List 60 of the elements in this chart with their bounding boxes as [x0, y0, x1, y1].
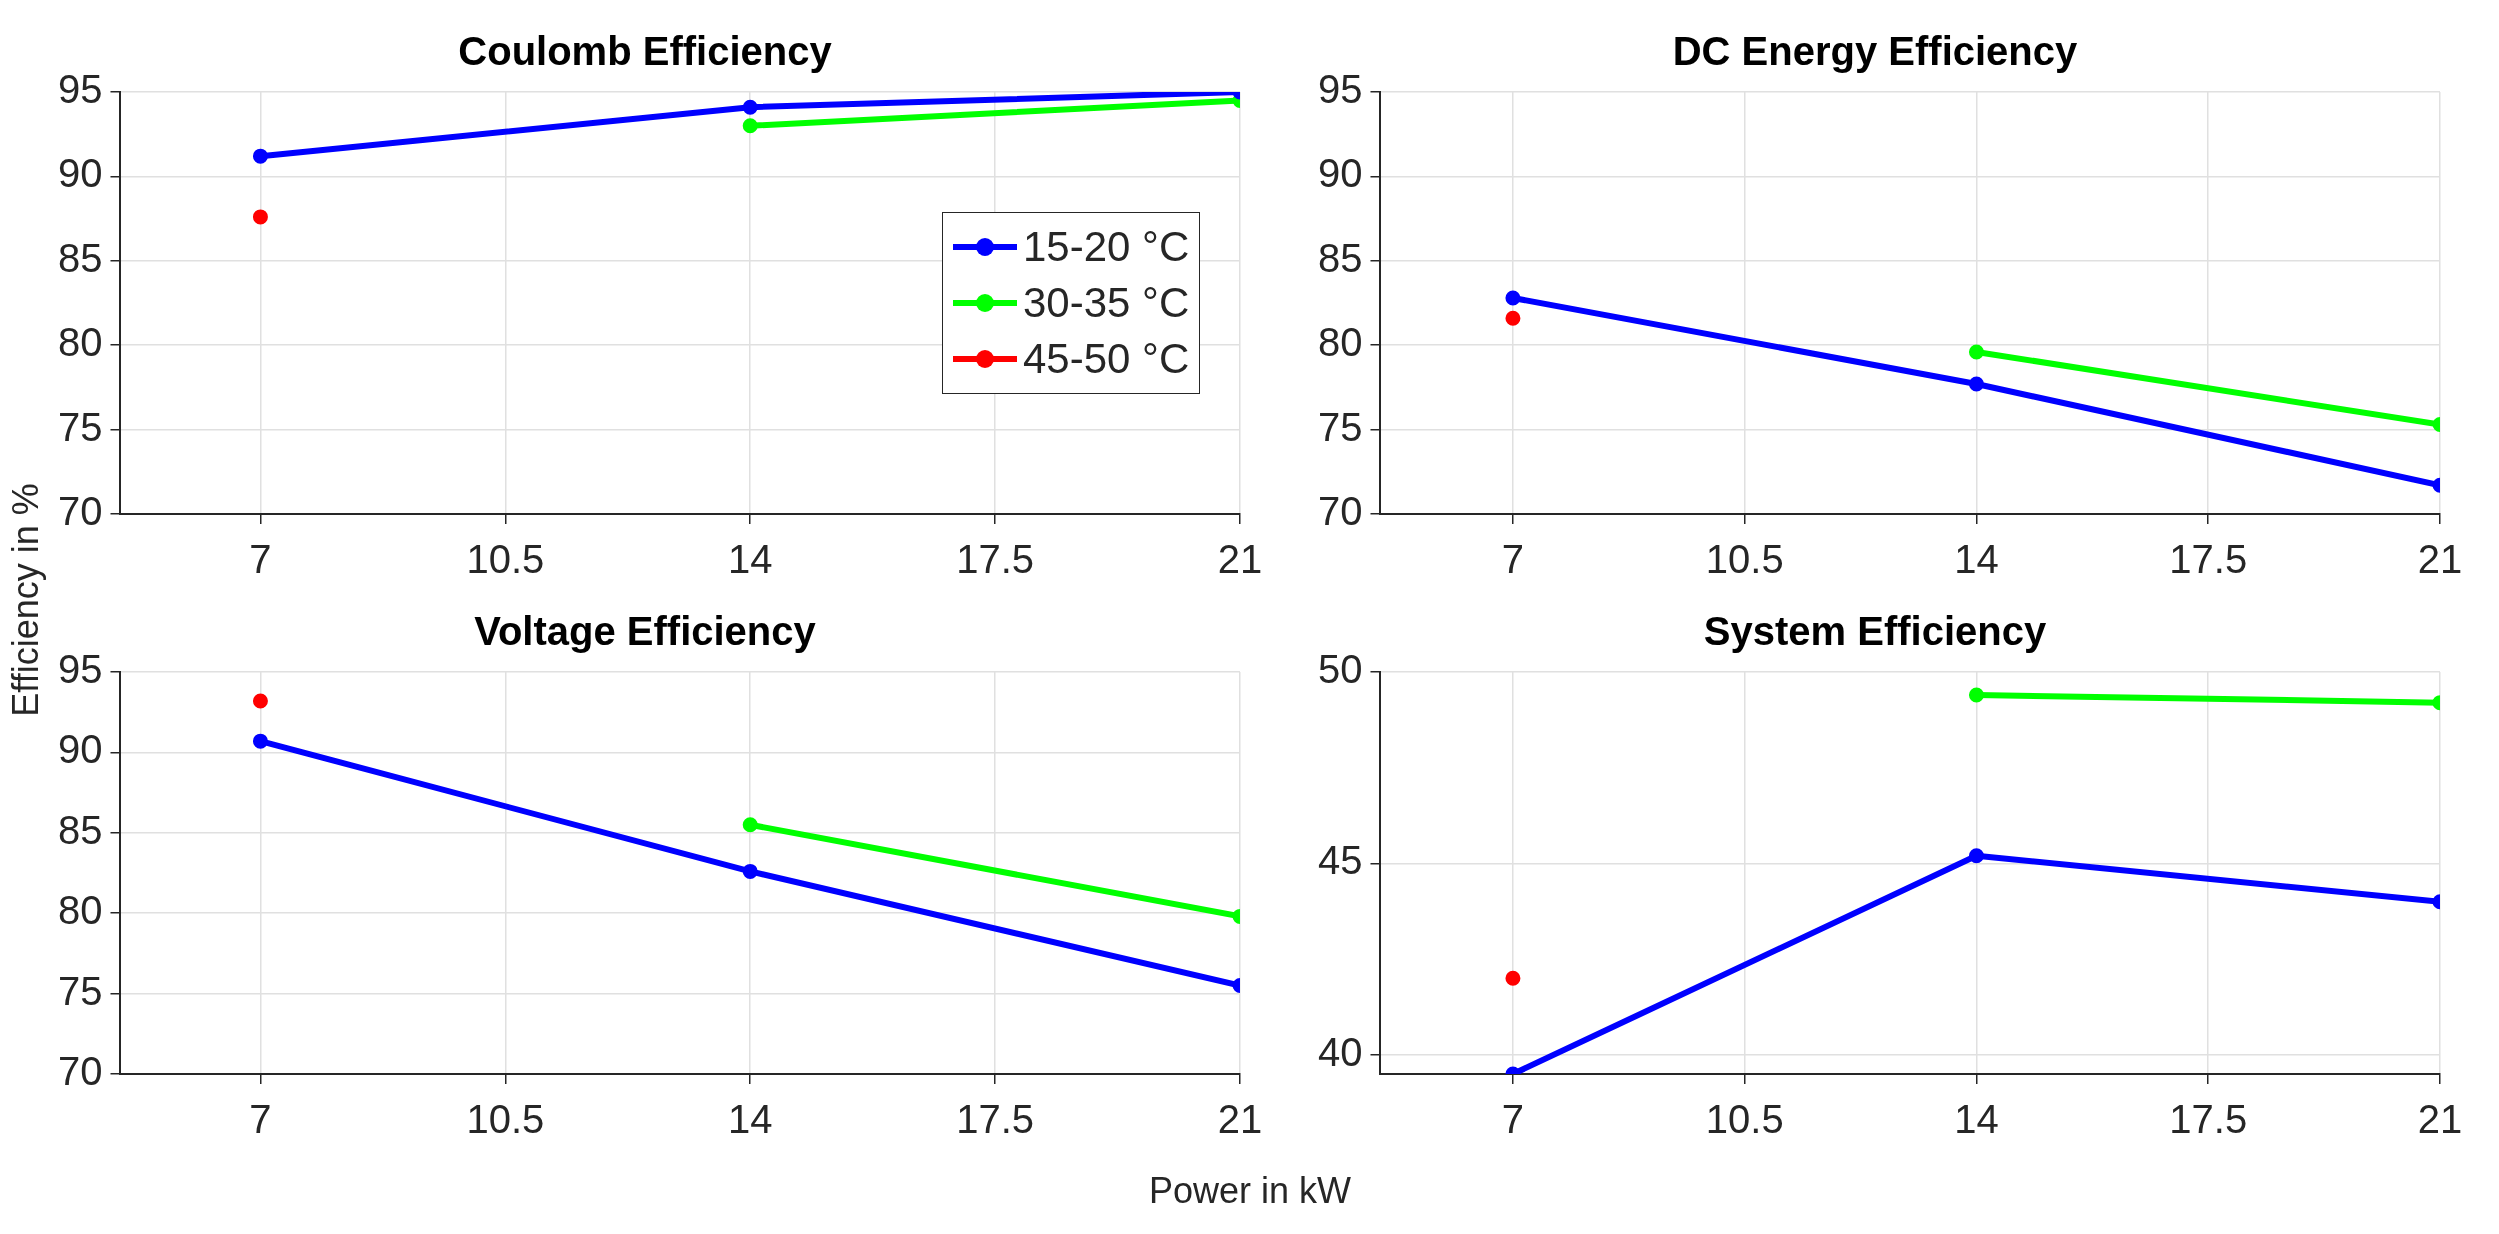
point: [252, 148, 268, 164]
y-tick-label: 75: [57, 968, 103, 1013]
y-tick-label: 50: [1317, 647, 1363, 692]
legend-label: 30-35 °C: [1023, 279, 1190, 327]
y-tick-label: 45: [1317, 838, 1363, 883]
point: [742, 863, 758, 879]
x-tick-label: 17.5: [956, 537, 1035, 582]
y-tick-label: 70: [57, 1049, 103, 1094]
x-tick-label: 14: [727, 537, 773, 582]
chart-title: Coulomb Efficiency: [458, 29, 833, 74]
x-tick-label: 17.5: [2169, 537, 2248, 582]
chart-title: System Efficiency: [1703, 609, 2047, 654]
x-tick-label: 10.5: [1705, 1097, 1784, 1142]
x-tick-label: 21: [1217, 537, 1263, 582]
x-tick-label: 14: [1954, 537, 1999, 582]
point: [252, 209, 268, 225]
y-tick-label: 95: [57, 647, 103, 692]
y-tick-label: 80: [57, 320, 103, 365]
y-tick-label: 95: [1317, 67, 1363, 112]
x-tick-label: 14: [1954, 1097, 1999, 1142]
x-tick-label: 10.5: [466, 537, 545, 582]
y-tick-label: 75: [1317, 404, 1363, 449]
y-tick-label: 75: [57, 404, 103, 449]
x-tick-label: 14: [727, 1097, 773, 1142]
point: [742, 99, 758, 115]
point: [252, 693, 268, 709]
point: [1968, 376, 1984, 392]
y-tick-label: 80: [1317, 320, 1363, 365]
x-tick-label: 10.5: [466, 1097, 545, 1142]
chart-title: DC Energy Efficiency: [1672, 29, 2079, 74]
point: [1505, 970, 1521, 986]
x-tick-label: 7: [1501, 537, 1525, 582]
x-tick-label: 21: [1217, 1097, 1263, 1142]
legend-label: 15-20 °C: [1023, 223, 1190, 271]
point: [1505, 290, 1521, 306]
point: [1505, 310, 1521, 326]
y-tick-label: 80: [57, 888, 103, 933]
x-axis-title: Power in kW: [1148, 1170, 1352, 1212]
x-tick-label: 10.5: [1705, 537, 1784, 582]
y-tick-label: 90: [57, 151, 103, 196]
y-tick-label: 95: [57, 67, 103, 112]
chart-title: Voltage Efficiency: [474, 609, 817, 654]
x-tick-label: 7: [249, 1097, 272, 1142]
y-tick-label: 90: [1317, 151, 1363, 196]
y-tick-label: 70: [1317, 489, 1363, 534]
x-tick-label: 21: [2417, 537, 2463, 582]
x-tick-label: 17.5: [956, 1097, 1035, 1142]
y-tick-label: 90: [57, 727, 103, 772]
x-tick-label: 17.5: [2169, 1097, 2248, 1142]
y-tick-label: 85: [57, 807, 103, 852]
y-tick-label: 70: [57, 489, 103, 534]
x-tick-label: 21: [2417, 1097, 2463, 1142]
y-tick-label: 85: [57, 235, 103, 280]
point: [252, 733, 268, 749]
x-tick-label: 7: [249, 537, 272, 582]
y-tick-label: 40: [1317, 1029, 1363, 1074]
y-axis-title: Efficiency in %: [5, 483, 47, 717]
y-tick-label: 85: [1317, 235, 1363, 280]
legend-label: 45-50 °C: [1023, 335, 1190, 383]
x-tick-label: 7: [1501, 1097, 1525, 1142]
